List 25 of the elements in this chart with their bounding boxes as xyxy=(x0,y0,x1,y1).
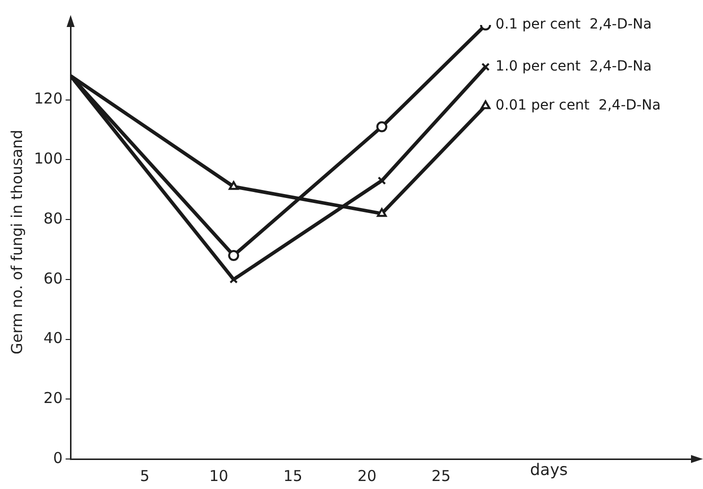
y-tick-label: 20 xyxy=(44,389,63,408)
y-tick-label: 60 xyxy=(44,269,63,288)
point xyxy=(480,100,490,110)
series-label: 0.1 per cent 2,4-D-Na xyxy=(496,16,652,33)
point xyxy=(376,208,387,217)
y-tick-label: 40 xyxy=(44,329,63,348)
point xyxy=(228,181,239,190)
x-tick-label: 15 xyxy=(283,466,302,485)
point xyxy=(378,176,386,185)
x-tick-label: 10 xyxy=(209,466,228,485)
x-tick-label: 25 xyxy=(432,466,451,485)
y-tick-label: 0 xyxy=(53,448,63,467)
point xyxy=(481,62,490,72)
series-label: 1.0 per cent 2,4-D-Na xyxy=(496,58,652,75)
point xyxy=(376,121,388,132)
x-axis-title: days xyxy=(530,460,568,480)
x-tick-label: 5 xyxy=(140,466,150,485)
y-axis-title: Germ no. of fungi in thousand xyxy=(8,130,26,354)
series-label: 0.01 per cent 2,4-D-Na xyxy=(496,97,661,114)
y-tick-label: 80 xyxy=(44,209,63,228)
y-tick-label: 120 xyxy=(34,90,63,108)
y-tick-label: 100 xyxy=(34,150,63,168)
x-tick-label: 20 xyxy=(357,466,377,485)
point xyxy=(228,250,240,261)
point xyxy=(229,275,238,284)
